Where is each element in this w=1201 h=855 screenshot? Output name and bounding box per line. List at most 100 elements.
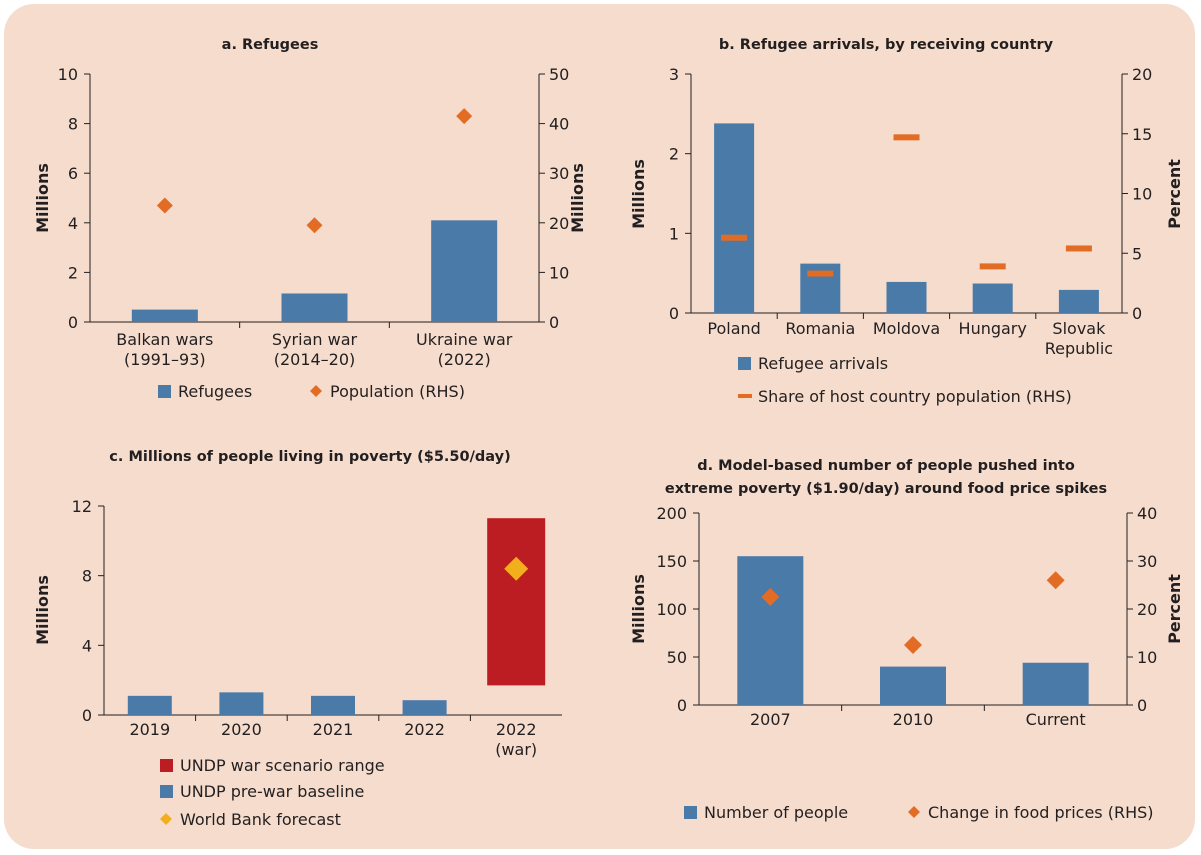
panel-c-category-label: 2020 <box>221 720 262 739</box>
panel-b-category-label: Republic <box>1045 339 1113 358</box>
panel-a-category-label: Balkan wars <box>116 330 213 349</box>
panel-a-category-label: Ukraine war <box>416 330 513 349</box>
panel-c-range-bar <box>487 518 546 686</box>
panel-a-y2-tick-label: 50 <box>549 65 569 84</box>
panel-a-y-tick-label: 2 <box>68 263 78 282</box>
panel-a-diamond-marker <box>456 108 473 125</box>
panel-d-legend-swatch <box>684 806 697 819</box>
panel-b: b. Refugee arrivals, by receiving countr… <box>629 37 1184 406</box>
panel-b-dash-marker <box>893 134 920 141</box>
panel-d-title-line2: extreme poverty ($1.90/day) around food … <box>665 481 1107 497</box>
panel-b-legend-label: Refugee arrivals <box>758 354 888 373</box>
panel-d-bar <box>1022 662 1089 705</box>
panel-c-y-tick-label: 8 <box>82 567 92 586</box>
panel-b-category-label: Moldova <box>873 319 940 338</box>
panel-a-bar <box>431 220 498 322</box>
panel-b-title: b. Refugee arrivals, by receiving countr… <box>719 37 1054 53</box>
panel-d-diamond-marker <box>1046 571 1065 590</box>
panel-a-legend-label: Population (RHS) <box>330 382 465 401</box>
panel-a: a. Refugees 0 2 4 6 8 10 0 10 20 30 40 50 Millions Mil… <box>33 37 587 401</box>
panel-d-legend-label: Number of people <box>704 803 848 822</box>
panel-a-title: a. Refugees <box>222 37 319 53</box>
panel-b-dash-marker <box>807 270 834 277</box>
panel-b-legend-swatch <box>738 357 751 370</box>
panel-a-legend-swatch <box>158 385 171 398</box>
panel-c-bar <box>127 695 172 715</box>
panel-b-y2-tick-label: 0 <box>1132 304 1142 323</box>
panel-a-category-label: (1991–93) <box>124 350 206 369</box>
panel-a-category-label: (2022) <box>438 350 491 369</box>
panel-a-legend-label: Refugees <box>178 382 252 401</box>
panel-d-y-axis-label: Millions <box>629 574 648 644</box>
panel-d-y2-tick-label: 40 <box>1137 504 1157 523</box>
panel-a-bar <box>281 293 348 322</box>
panel-a-y2-tick-label: 40 <box>549 115 569 134</box>
panel-d: d. Model-based number of people pushed i… <box>629 458 1184 822</box>
panel-b-category-label: Hungary <box>959 319 1027 338</box>
panel-d-legend-label: Change in food prices (RHS) <box>928 803 1154 822</box>
panel-c-legend-label: UNDP pre-war baseline <box>180 782 364 801</box>
panel-d-y-tick-label: 150 <box>656 552 687 571</box>
panel-d-bar <box>880 666 946 705</box>
panel-d-legend-diamond <box>908 806 920 818</box>
panel-c-category-label: 2021 <box>313 720 354 739</box>
panel-a-y2-tick-label: 30 <box>549 164 569 183</box>
panel-b-y2-tick-label: 20 <box>1132 65 1152 84</box>
panel-d-y2-tick-label: 20 <box>1137 600 1157 619</box>
panel-b-bar <box>886 281 927 313</box>
panel-a-diamond-marker <box>306 217 323 234</box>
panel-b-category-label: Romania <box>785 319 855 338</box>
panel-a-category-label: Syrian war <box>272 330 358 349</box>
panel-a-y2-tick-label: 10 <box>549 263 569 282</box>
panel-b-y2-tick-label: 15 <box>1132 125 1152 144</box>
panel-d-diamond-marker <box>761 588 780 606</box>
panel-c-bar <box>402 700 447 715</box>
panel-a-y-axis-label: Millions <box>33 163 52 233</box>
panel-a-y2-axis-label: Millions <box>568 163 587 233</box>
panel-b-y2-tick-label: 10 <box>1132 185 1152 204</box>
panel-c-category-label: 2019 <box>129 720 170 739</box>
panel-d-category-label: 2010 <box>893 710 934 729</box>
panel-b-dash-marker <box>721 234 748 241</box>
panel-b-bar <box>972 283 1013 313</box>
panel-c-category-label: 2022 <box>496 720 537 739</box>
panel-b-legend-dash <box>738 394 752 398</box>
panel-d-title: d. Model-based number of people pushed i… <box>697 458 1075 474</box>
panel-c-bar <box>311 695 355 715</box>
panel-d-category-label: Current <box>1026 710 1086 729</box>
panel-a-diamond-marker <box>156 197 173 214</box>
panel-c: c. Millions of people living in poverty … <box>33 449 562 829</box>
panel-c-diamond-marker <box>504 556 529 581</box>
panel-c-title: c. Millions of people living in poverty … <box>109 449 510 465</box>
panel-a-legend-diamond <box>310 385 322 397</box>
panel-b-y-axis-label: Millions <box>629 159 648 229</box>
panel-c-legend-swatch <box>160 759 173 772</box>
panel-a-y-tick-label: 10 <box>58 65 78 84</box>
panel-a-bar <box>131 309 198 322</box>
panel-a-y-tick-label: 6 <box>68 164 78 183</box>
panel-c-legend-label: UNDP war scenario range <box>180 756 385 775</box>
panel-a-category-label: (2014–20) <box>274 350 356 369</box>
panel-b-y-tick-label: 1 <box>669 224 679 243</box>
panel-b-y-tick-label: 2 <box>669 145 679 164</box>
panel-c-bar <box>219 692 264 715</box>
panel-d-y2-tick-label: 30 <box>1137 552 1157 571</box>
panel-b-y2-axis-label: Percent <box>1165 159 1184 229</box>
panel-b-category-label: Slovak <box>1052 319 1106 338</box>
panel-d-y-tick-label: 100 <box>656 600 687 619</box>
panel-b-dash-marker <box>979 263 1006 270</box>
panel-d-category-label: 2007 <box>750 710 791 729</box>
panel-d-y2-axis-label: Percent <box>1165 574 1184 644</box>
panel-b-legend-label: Share of host country population (RHS) <box>758 387 1072 406</box>
panel-a-y2-tick-label: 0 <box>549 313 559 332</box>
panel-c-legend-diamond <box>160 813 172 825</box>
panel-b-y-tick-label: 0 <box>669 304 679 323</box>
panel-d-y-tick-label: 200 <box>656 504 687 523</box>
panel-b-bar <box>1058 289 1099 313</box>
panel-c-category-label: (war) <box>495 740 537 759</box>
panel-c-y-axis-label: Millions <box>33 575 52 645</box>
panel-a-y-tick-label: 4 <box>68 214 78 233</box>
panel-d-diamond-marker <box>904 636 922 654</box>
panel-a-y-tick-label: 0 <box>68 313 78 332</box>
